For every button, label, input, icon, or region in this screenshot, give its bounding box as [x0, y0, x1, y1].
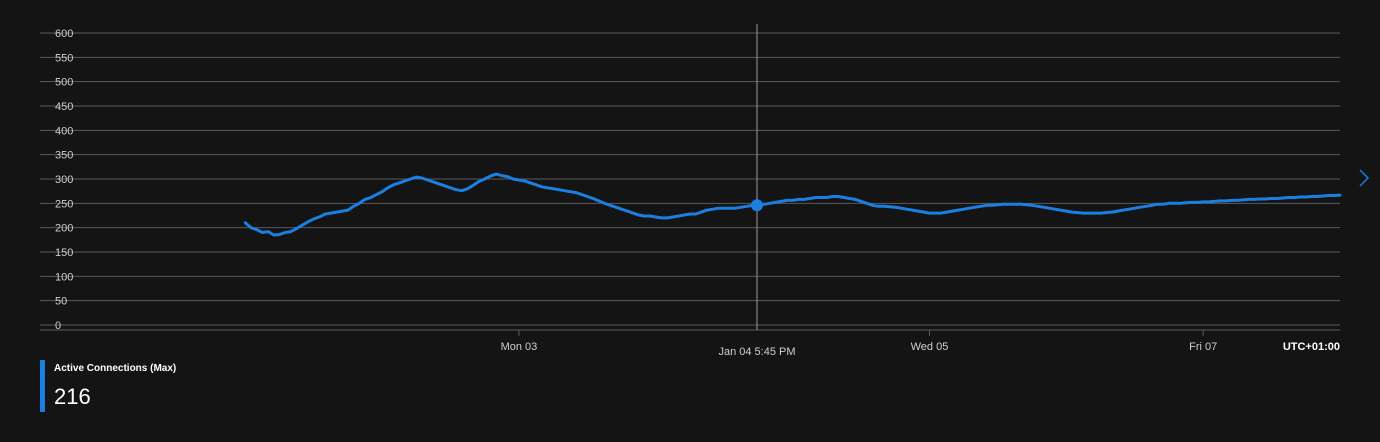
- y-tick-label: 450: [55, 101, 73, 113]
- chevron-right-icon[interactable]: [1356, 166, 1372, 190]
- y-tick-label: 50: [55, 296, 67, 308]
- cursor-point: [750, 199, 763, 212]
- x-tick-label: Mon 03: [501, 341, 538, 353]
- y-tick-label: 550: [55, 52, 73, 64]
- y-tick-label: 150: [55, 247, 73, 259]
- timezone-label: UTC+01:00: [1283, 341, 1340, 353]
- y-tick-label: 100: [55, 271, 73, 283]
- x-tick-label: Fri 07: [1189, 341, 1217, 353]
- y-tick-label: 600: [55, 28, 73, 40]
- cursor-time-label: Jan 04 5:45 PM: [718, 346, 795, 358]
- x-tick-label: Wed 05: [911, 341, 949, 353]
- y-tick-label: 200: [55, 223, 73, 235]
- y-tick-label: 0: [55, 320, 61, 332]
- legend-series-value: 216: [54, 384, 91, 409]
- y-tick-label: 250: [55, 198, 73, 210]
- y-tick-label: 350: [55, 150, 73, 162]
- series-line: [243, 172, 1342, 237]
- y-tick-label: 400: [55, 125, 73, 137]
- y-tick-label: 300: [55, 174, 73, 186]
- y-tick-label: 500: [55, 77, 73, 89]
- legend-series-name: Active Connections (Max): [54, 363, 177, 374]
- legend[interactable]: Active Connections (Max) 216: [40, 360, 176, 412]
